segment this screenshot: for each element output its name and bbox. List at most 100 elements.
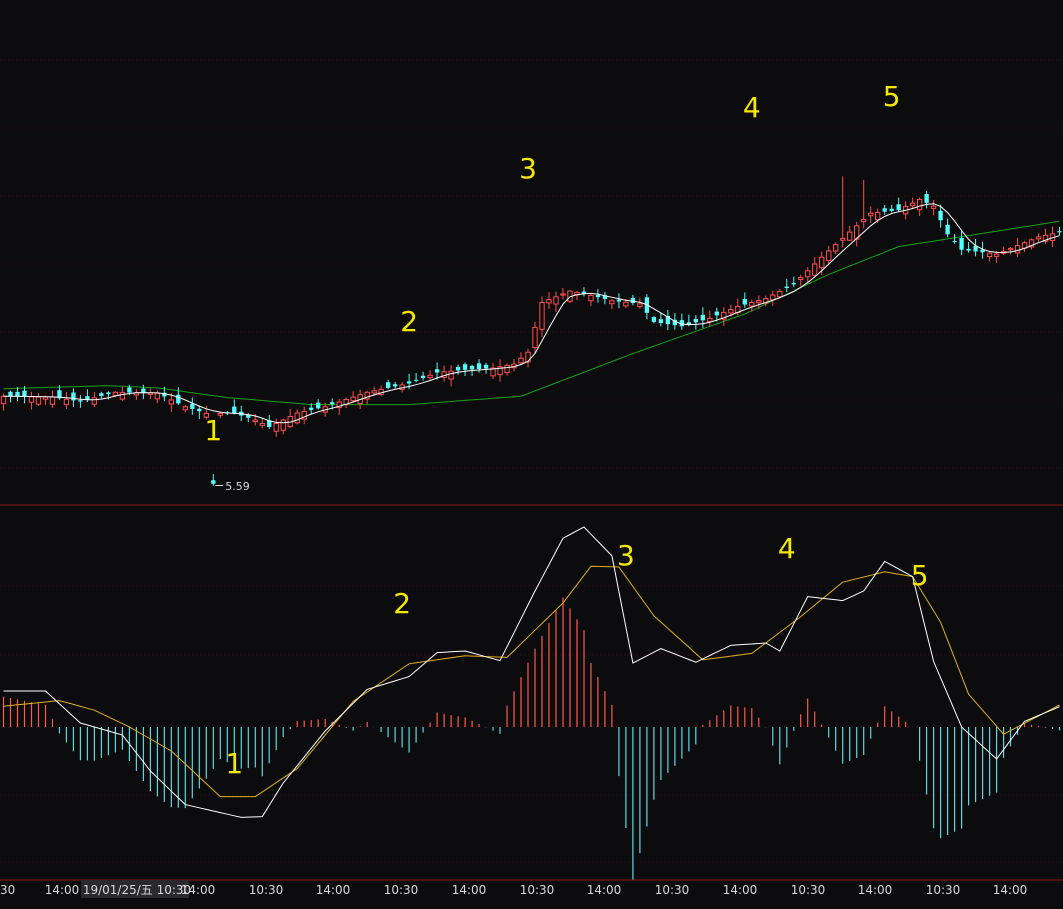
candle (588, 293, 594, 306)
candle-body (309, 407, 314, 410)
candle-body (539, 302, 545, 330)
candle (176, 387, 181, 405)
candle-body (840, 237, 846, 241)
candle-body (882, 208, 887, 212)
candle-body (252, 419, 258, 423)
candle (868, 206, 874, 224)
candle-body (246, 414, 251, 418)
candle (609, 299, 615, 309)
candle (316, 399, 321, 410)
macd-wave-labels: 1 2 3 4 5 (225, 532, 928, 780)
candle-body (371, 390, 377, 394)
candle-body (99, 393, 104, 396)
candle-body (71, 392, 76, 401)
candle-body (993, 253, 1000, 257)
candle-body (203, 412, 209, 418)
candle (791, 276, 796, 288)
candle (22, 386, 27, 404)
candle (518, 352, 524, 365)
candle-body (385, 382, 391, 388)
candle-body (434, 369, 440, 373)
candle-body (78, 400, 83, 402)
candle (630, 294, 636, 306)
long-moving-average (3, 220, 1060, 406)
price-grid (0, 59, 1063, 506)
price-min-marker: 5.59 (215, 480, 250, 493)
price-min-label: 5.59 (225, 480, 250, 493)
ma-line-short (3, 203, 1060, 424)
candle-body (651, 317, 657, 322)
candle-body (413, 379, 419, 381)
candle-body (553, 296, 559, 305)
wave-label: 2 (393, 587, 411, 620)
candle-body (959, 237, 964, 250)
candle (539, 296, 545, 338)
candle-body (637, 303, 643, 308)
candle (980, 241, 985, 259)
candle (1028, 238, 1035, 250)
candle-body (168, 399, 175, 405)
candle (909, 197, 916, 209)
time-axis-label: 19/01/25/五 10:30 (83, 883, 191, 897)
candle-body (560, 293, 566, 296)
candle-body (973, 245, 978, 252)
time-axis-label: 10:30 (384, 883, 419, 897)
candle-body (1057, 231, 1062, 233)
candle (616, 293, 622, 309)
macd-dif-line (3, 526, 1060, 818)
candle (203, 405, 209, 420)
candle-body (469, 365, 475, 370)
time-axis-label: 10:30 (249, 883, 284, 897)
time-axis-label: 14:00 (181, 883, 216, 897)
candle-body (112, 391, 119, 396)
candle (805, 267, 811, 284)
candle-body (316, 402, 321, 409)
candle (840, 176, 846, 248)
candle (392, 381, 398, 389)
candle (973, 239, 978, 257)
candle-body (28, 396, 35, 403)
candle (434, 362, 440, 380)
candle (714, 307, 719, 322)
candle (455, 364, 461, 375)
dea-line (3, 565, 1060, 798)
macd-dea-line (3, 565, 1060, 798)
candle (490, 362, 496, 379)
wave-label: 3 (519, 152, 537, 185)
candle-body (0, 395, 7, 405)
candle-body (35, 396, 42, 405)
candle (413, 372, 419, 383)
candle (1014, 237, 1021, 257)
candle (280, 418, 286, 435)
candle-body (455, 366, 461, 371)
candle-body (154, 392, 161, 400)
candle (777, 288, 783, 299)
candle (679, 313, 685, 330)
candle (896, 197, 901, 212)
candlestick-series (0, 176, 1062, 486)
candle (602, 291, 608, 305)
candle-body (700, 314, 706, 321)
candle (294, 409, 300, 425)
candle-body (176, 394, 181, 404)
candle-body (63, 398, 70, 406)
candle-body (875, 211, 881, 221)
candle (99, 391, 104, 399)
candle-body (861, 219, 867, 223)
time-axis-label: 14:00 (858, 883, 893, 897)
candle-body (798, 277, 804, 281)
short-moving-average (3, 203, 1060, 424)
candle-body (623, 301, 629, 307)
time-axis-label: 10:30 (791, 883, 826, 897)
candle (217, 412, 223, 419)
candle-body (217, 412, 223, 416)
candle (742, 292, 747, 308)
candle-body (518, 357, 524, 364)
candle (693, 315, 699, 330)
candle-body (141, 388, 146, 393)
candle-body (267, 420, 272, 428)
candle (658, 312, 664, 327)
candle-body (462, 364, 468, 370)
candle-body (609, 300, 615, 305)
